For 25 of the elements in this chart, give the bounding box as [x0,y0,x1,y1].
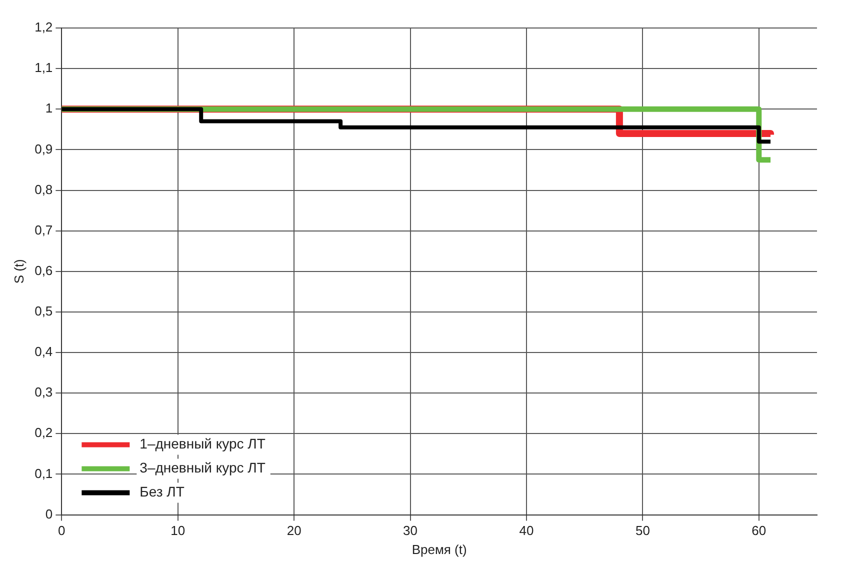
x-tick-label: 10 [170,523,186,538]
y-tick-label: 0,7 [34,222,53,238]
y-tick-label: 0,5 [34,304,53,319]
x-axis-title: Время (t) [412,542,467,557]
y-tick-label: 0,1 [34,466,53,481]
legend-label: 1–дневный курс ЛТ [140,436,266,452]
legend-label: Без ЛТ [140,484,185,500]
y-tick-label: 0,2 [34,425,53,440]
y-axis-title: S (t) [11,259,26,284]
x-tick-label: 0 [58,523,66,538]
y-tick-label: 1,1 [34,60,53,76]
x-tick-label: 50 [635,523,650,538]
x-tick-label: 40 [519,523,534,538]
y-tick-label: 0,6 [34,262,53,278]
y-tick-label: 0,8 [34,182,53,197]
y-tick-label: 1,2 [34,20,53,35]
legend-label: 3–дневный курс ЛТ [140,460,266,476]
y-tick-label: 0,4 [34,344,53,360]
y-tick-label: 0 [45,506,53,522]
y-tick-label: 0,3 [34,384,53,400]
x-tick-label: 60 [752,523,766,538]
x-tick-label: 20 [286,523,302,538]
x-tick-label: 30 [403,523,418,538]
y-tick-label: 1 [45,100,53,116]
y-tick-label: 0,9 [34,141,53,156]
